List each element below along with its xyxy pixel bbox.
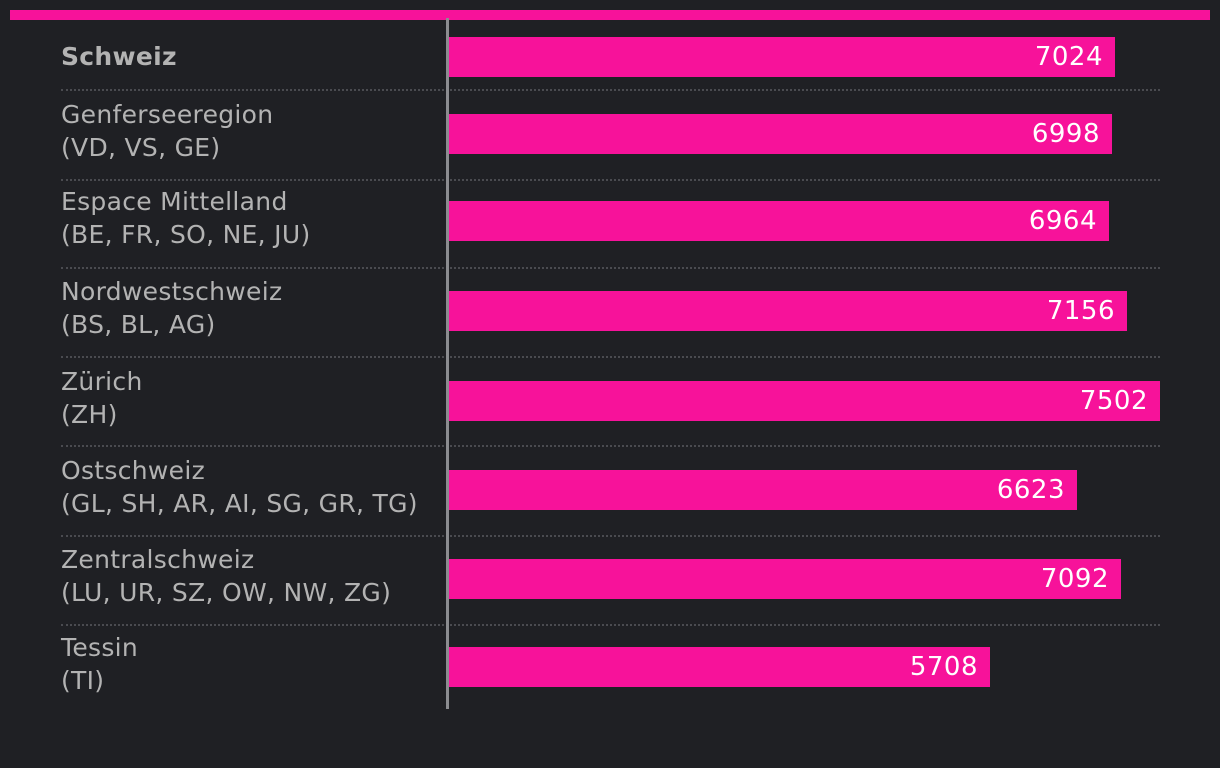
bar-value-label: 7502 [1079, 386, 1148, 416]
category-label: Genferseeregion (VD, VS, GE) [61, 98, 441, 164]
category-name: Zentralschweiz [61, 545, 255, 574]
row-divider [61, 179, 1160, 181]
category-name: Genferseeregion [61, 100, 274, 129]
bar-value-label: 6998 [1031, 119, 1100, 149]
category-label: Ostschweiz (GL, SH, AR, AI, SG, GR, TG) [61, 454, 441, 520]
category-name: Nordwestschweiz [61, 277, 283, 306]
category-cantons: (GL, SH, AR, AI, SG, GR, TG) [61, 489, 418, 518]
row-divider [61, 624, 1160, 626]
bar [449, 201, 1109, 241]
bar [449, 381, 1160, 421]
category-cantons: (VD, VS, GE) [61, 133, 221, 162]
bar [449, 470, 1077, 510]
bar [449, 114, 1112, 154]
row-divider [61, 535, 1160, 537]
category-cantons: (BE, FR, SO, NE, JU) [61, 220, 311, 249]
category-label: Zentralschweiz (LU, UR, SZ, OW, NW, ZG) [61, 543, 441, 609]
row-divider [61, 89, 1160, 91]
category-name: Ostschweiz [61, 456, 206, 485]
bar-value-label: 6623 [996, 475, 1065, 505]
category-cantons: (TI) [61, 666, 105, 695]
category-cantons: (LU, UR, SZ, OW, NW, ZG) [61, 578, 392, 607]
bar [449, 647, 990, 687]
bar-value-label: 7156 [1046, 296, 1115, 326]
bar-value-label: 7024 [1034, 42, 1103, 72]
category-label: Espace Mittelland (BE, FR, SO, NE, JU) [61, 185, 441, 251]
bar-value-label: 5708 [909, 652, 978, 682]
bar [449, 291, 1127, 331]
category-label: Tessin (TI) [61, 631, 441, 697]
row-divider [61, 445, 1160, 447]
bar-value-label: 7092 [1040, 564, 1109, 594]
category-cantons: (ZH) [61, 400, 118, 429]
top-accent-rule [10, 10, 1210, 20]
row-divider [61, 356, 1160, 358]
category-label: Nordwestschweiz (BS, BL, AG) [61, 275, 441, 341]
category-name: Zürich [61, 367, 143, 396]
row-divider [61, 267, 1160, 269]
bar [449, 559, 1121, 599]
category-label: Zürich (ZH) [61, 365, 441, 431]
category-name: Schweiz [61, 42, 177, 71]
category-axis-line [446, 18, 449, 709]
category-name: Tessin [61, 633, 139, 662]
category-cantons: (BS, BL, AG) [61, 310, 216, 339]
category-name: Espace Mittelland [61, 187, 288, 216]
category-label: Schweiz [61, 40, 441, 73]
bar [449, 37, 1115, 77]
bar-value-label: 6964 [1028, 206, 1097, 236]
